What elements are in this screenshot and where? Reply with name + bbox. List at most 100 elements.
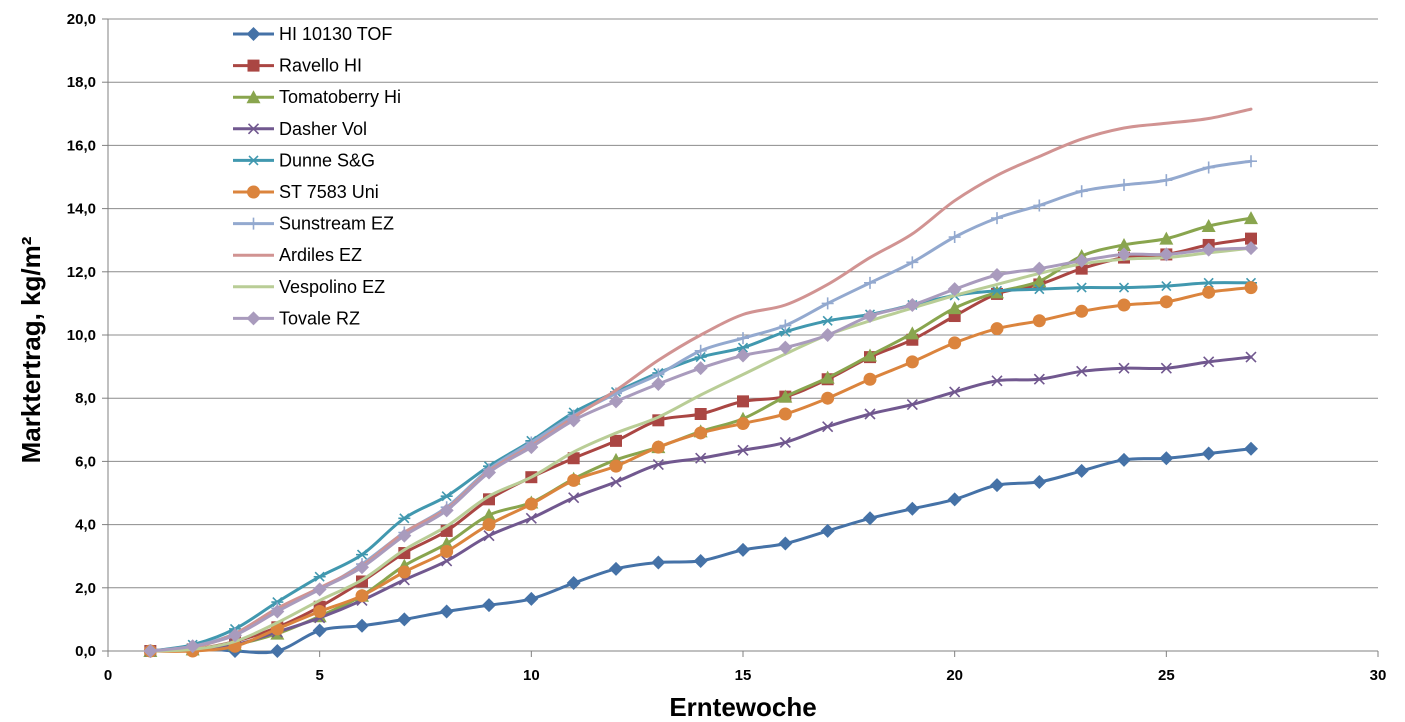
- data-point: [524, 440, 539, 455]
- data-point: [820, 523, 835, 538]
- data-point: [651, 440, 665, 454]
- data-point: [355, 560, 369, 575]
- data-point: [270, 644, 285, 658]
- data-point: [568, 492, 580, 504]
- data-point: [1245, 232, 1257, 245]
- data-point: [905, 297, 920, 312]
- series-1: [143, 441, 1258, 658]
- data-point: [694, 344, 707, 357]
- x-tick-label: 5: [315, 667, 323, 684]
- data-point: [651, 376, 666, 391]
- data-point: [863, 372, 877, 386]
- data-point: [864, 276, 876, 289]
- series-10: [143, 241, 1258, 658]
- legend: HI 10130 TOF Ravello HI Tomatoberry Hi Dash…: [233, 24, 401, 328]
- data-point: [143, 644, 158, 658]
- data-point: [947, 301, 962, 315]
- data-point: [652, 458, 664, 471]
- data-point: [1033, 373, 1045, 385]
- data-point: [1075, 282, 1088, 293]
- data-point: [1244, 281, 1258, 295]
- data-point: [440, 491, 453, 502]
- data-point: [1201, 242, 1216, 257]
- legend-label: Ravello HI: [279, 56, 362, 76]
- data-point: [566, 576, 581, 591]
- data-point: [863, 511, 877, 526]
- x-tick-label: 10: [523, 667, 540, 684]
- tick-labels: 0,0 2,0 4,0 6,0 8,0 10,0 12,0 14,0 16,0 18,0 20,0 0…: [67, 11, 1387, 684]
- data-point: [1244, 211, 1258, 225]
- x-tick-label: 0: [104, 667, 112, 684]
- data-point: [185, 639, 200, 654]
- data-point: [778, 389, 793, 403]
- data-point: [737, 395, 749, 408]
- data-point: [1244, 241, 1258, 256]
- data-point: [693, 553, 708, 568]
- y-tick-label: 2,0: [75, 580, 96, 597]
- legend-label: HI 10130 TOF: [279, 24, 392, 44]
- data-point: [610, 434, 622, 447]
- data-point: [482, 518, 496, 532]
- data-point: [1202, 161, 1215, 174]
- data-point: [312, 582, 327, 597]
- legend-item: Dunne S&G: [233, 150, 375, 170]
- data-point: [1118, 282, 1130, 293]
- legend-label: Dasher Vol: [279, 119, 367, 139]
- data-point: [651, 555, 666, 570]
- data-point: [905, 501, 920, 516]
- data-point: [778, 536, 793, 551]
- data-point: [1032, 314, 1046, 328]
- data-point: [609, 561, 623, 576]
- data-point: [482, 508, 496, 522]
- data-point: [1117, 247, 1131, 262]
- data-point: [440, 544, 454, 558]
- x-tick-label: 25: [1158, 667, 1175, 684]
- legend-item: Ravello HI: [233, 56, 362, 76]
- data-point: [1159, 247, 1174, 262]
- data-point: [947, 282, 962, 297]
- data-point: [736, 348, 750, 363]
- data-point: [1075, 185, 1088, 198]
- series-line: [148, 281, 1253, 653]
- legend-label: ST 7583 Uni: [279, 182, 379, 202]
- data-point: [822, 421, 834, 433]
- legend-item: Ardiles EZ: [233, 245, 362, 265]
- legend-label: Tovale RZ: [279, 308, 360, 328]
- data-point: [1203, 356, 1215, 368]
- data-point: [1117, 452, 1131, 467]
- data-point: [228, 628, 242, 643]
- data-point: [864, 408, 876, 420]
- y-tick-label: 16,0: [67, 137, 96, 154]
- data-point: [312, 623, 327, 638]
- y-tick-label: 18,0: [67, 74, 96, 91]
- data-point: [737, 342, 749, 353]
- data-point: [1074, 253, 1089, 268]
- legend-item: ST 7583 Uni: [233, 182, 379, 202]
- data-point: [779, 326, 792, 337]
- legend-label: Sunstream EZ: [279, 214, 394, 234]
- legend-marker: [247, 155, 260, 166]
- data-point: [948, 231, 961, 244]
- data-point: [990, 478, 1004, 493]
- y-axis-title: Marktertrag, kg/m²: [16, 236, 46, 463]
- legend-item: Tomatoberry Hi: [233, 87, 401, 107]
- data-point: [1032, 274, 1047, 288]
- legend-item: HI 10130 TOF: [233, 24, 392, 44]
- data-point: [1245, 351, 1257, 363]
- data-point: [482, 465, 496, 480]
- data-point: [779, 319, 792, 332]
- series-5: [144, 277, 1257, 657]
- legend-marker: [246, 27, 261, 41]
- data-point: [778, 407, 792, 421]
- legend-marker: [247, 59, 260, 72]
- data-point: [737, 332, 749, 345]
- x-tick-label: 30: [1370, 667, 1387, 684]
- data-point: [905, 326, 920, 340]
- data-point: [356, 549, 368, 560]
- data-point: [1033, 199, 1046, 212]
- data-point: [1159, 295, 1173, 309]
- data-point: [1076, 365, 1088, 377]
- y-tick-label: 4,0: [75, 517, 96, 534]
- data-point: [610, 476, 622, 488]
- data-point: [398, 513, 411, 524]
